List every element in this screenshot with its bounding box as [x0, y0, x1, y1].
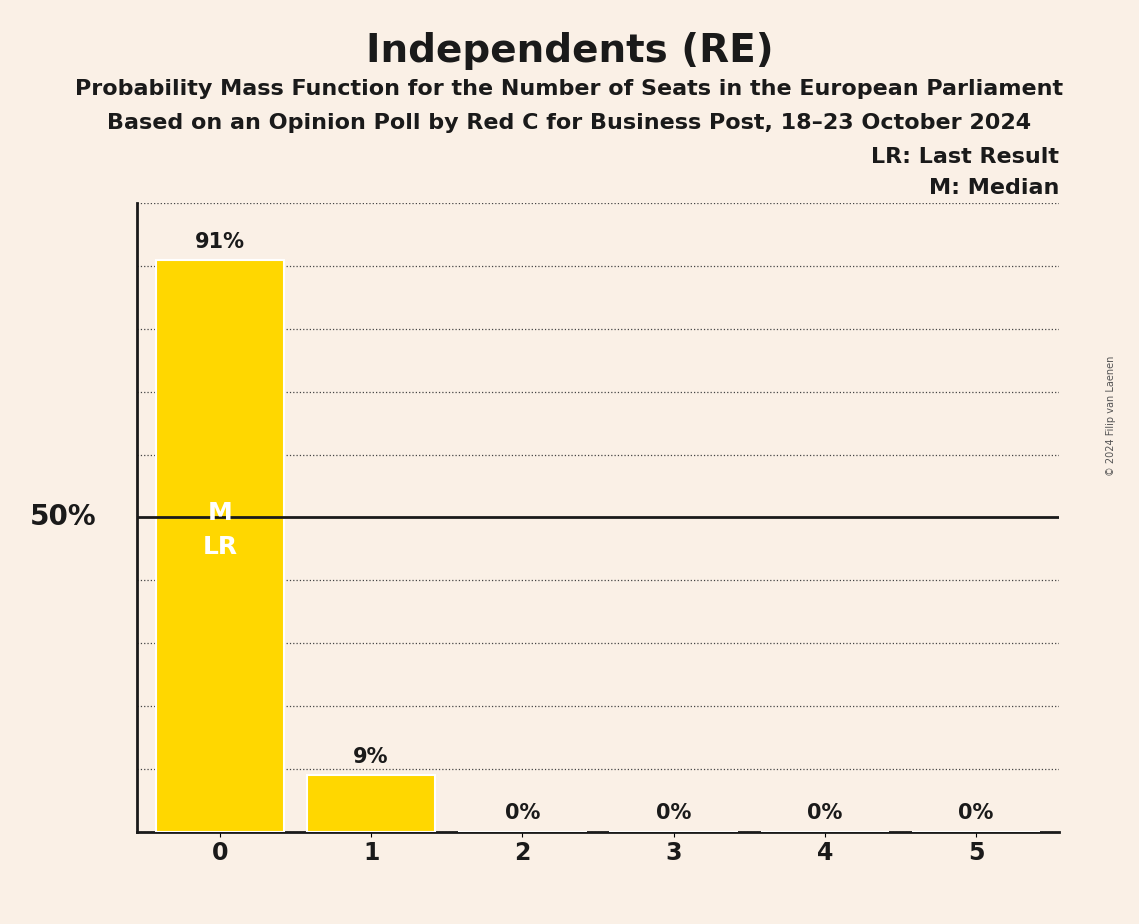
Text: LR: Last Result: LR: Last Result: [871, 147, 1059, 166]
Text: 91%: 91%: [195, 232, 245, 251]
Text: Probability Mass Function for the Number of Seats in the European Parliament: Probability Mass Function for the Number…: [75, 79, 1064, 99]
Text: 0%: 0%: [808, 804, 843, 823]
Text: 0%: 0%: [958, 804, 993, 823]
Text: M
LR: M LR: [203, 501, 237, 559]
Text: © 2024 Filip van Laenen: © 2024 Filip van Laenen: [1106, 356, 1115, 476]
Bar: [156, 260, 284, 832]
Text: 0%: 0%: [505, 804, 540, 823]
Text: M: Median: M: Median: [929, 178, 1059, 198]
Bar: [306, 775, 435, 832]
Text: Independents (RE): Independents (RE): [366, 32, 773, 70]
Text: Based on an Opinion Poll by Red C for Business Post, 18–23 October 2024: Based on an Opinion Poll by Red C for Bu…: [107, 113, 1032, 133]
Text: 50%: 50%: [30, 504, 96, 531]
Text: 0%: 0%: [656, 804, 691, 823]
Text: 9%: 9%: [353, 747, 388, 767]
